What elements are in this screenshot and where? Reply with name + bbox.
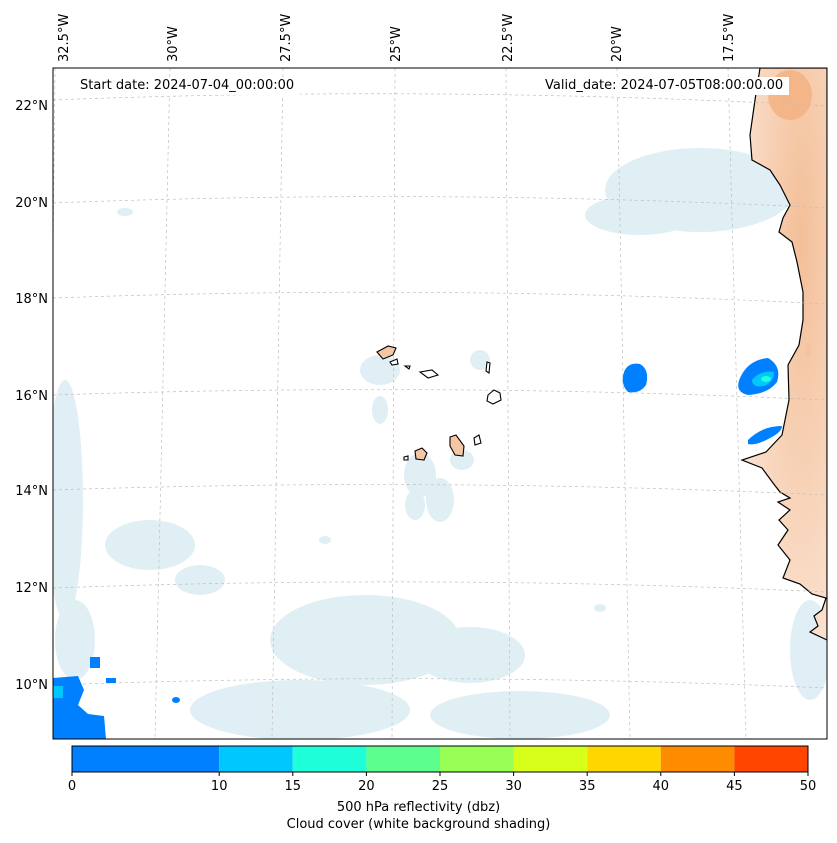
colorbar-tick-label: 50 xyxy=(800,779,817,794)
lat-tick-label: 20°N xyxy=(15,196,48,211)
colorbar-tick-label: 25 xyxy=(432,779,449,794)
island-sao-vicente xyxy=(389,358,399,366)
map-content xyxy=(53,68,827,739)
lat-tick-label: 14°N xyxy=(15,484,48,499)
lon-tick-label: 32.5°W xyxy=(57,14,72,62)
reflectivity-cell-sw-dot xyxy=(106,678,116,683)
cape-verde-islands xyxy=(376,345,502,461)
colorbar-segment xyxy=(440,746,514,772)
lon-tick-labels: 32.5°W 30°W 27.5°W 25°W 22.5°W 20°W 17.5… xyxy=(57,14,737,62)
lon-tick-label: 25°W xyxy=(389,26,404,62)
colorbar-segment xyxy=(219,746,293,772)
colorbar-tick-label: 15 xyxy=(285,779,302,794)
start-date-label: Start date: 2024-07-04_00:00:00 xyxy=(74,77,301,95)
colorbar-tick-label: 40 xyxy=(653,779,670,794)
colorbar-segment xyxy=(292,746,367,772)
island-santo-antao xyxy=(376,345,397,360)
africa-land xyxy=(740,68,827,641)
cloud-cover-shading xyxy=(53,148,827,739)
lat-tick-label: 12°N xyxy=(15,581,48,596)
island-sal xyxy=(485,361,491,374)
reflectivity-patches xyxy=(53,358,782,739)
lon-tick-label: 22.5°W xyxy=(501,14,516,62)
reflectivity-band-coast xyxy=(748,426,782,445)
valid-date-label: Valid_date: 2024-07-05T08:00:00.00 xyxy=(539,77,790,95)
colorbar: 0 10 15 20 25 30 35 40 45 50 xyxy=(68,745,816,794)
lat-tick-labels: 22°N 20°N 18°N 16°N 14°N 12°N 10°N xyxy=(15,99,48,693)
island-maio xyxy=(473,434,482,446)
island-fogo xyxy=(414,447,428,461)
colorbar-tick-label: 35 xyxy=(579,779,596,794)
land-patch xyxy=(805,343,811,357)
lon-tick-label: 30°W xyxy=(166,26,181,62)
colorbar-segment xyxy=(660,746,735,772)
colorbar-tick-label: 30 xyxy=(505,779,522,794)
island-brava xyxy=(403,455,409,461)
lon-tick-label: 20°W xyxy=(610,26,625,62)
colorbar-segments xyxy=(72,746,808,772)
reflectivity-cell-sw xyxy=(53,676,106,739)
colorbar-segment xyxy=(734,746,808,772)
island-santiago xyxy=(449,434,465,457)
island-boa-vista xyxy=(486,389,502,405)
map-frame xyxy=(52,67,828,740)
colorbar-title: 500 hPa reflectivity (dbz) xyxy=(336,800,501,815)
island-sao-nicolau xyxy=(418,369,440,379)
colorbar-segment xyxy=(72,746,220,772)
reflectivity-cell-sw-small xyxy=(90,657,100,668)
lon-tick-label: 27.5°W xyxy=(279,14,294,62)
reflectivity-cell-tiny xyxy=(172,697,180,703)
colorbar-tick-label: 45 xyxy=(726,779,743,794)
colorbar-ticks: 0 10 15 20 25 30 35 40 45 50 xyxy=(68,772,816,794)
colorbar-tick-label: 0 xyxy=(68,779,76,794)
colorbar-segment xyxy=(366,746,440,772)
lat-tick-label: 16°N xyxy=(15,389,48,404)
colorbar-tick-label: 20 xyxy=(358,779,375,794)
colorbar-segment xyxy=(587,746,661,772)
lat-tick-label: 22°N xyxy=(15,99,48,114)
reflectivity-core-peak xyxy=(761,376,771,382)
lat-tick-label: 18°N xyxy=(15,292,48,307)
lat-tick-label: 10°N xyxy=(15,678,48,693)
colorbar-tick-label: 10 xyxy=(211,779,228,794)
reflectivity-core-sw xyxy=(53,686,63,698)
lon-tick-label: 17.5°W xyxy=(722,14,737,62)
reflectivity-cell-20w xyxy=(622,363,648,393)
colorbar-subtitle: Cloud cover (white background shading) xyxy=(286,817,551,832)
gridlines xyxy=(53,68,827,739)
colorbar-segment xyxy=(513,746,588,772)
island-santa-luzia xyxy=(403,365,411,370)
